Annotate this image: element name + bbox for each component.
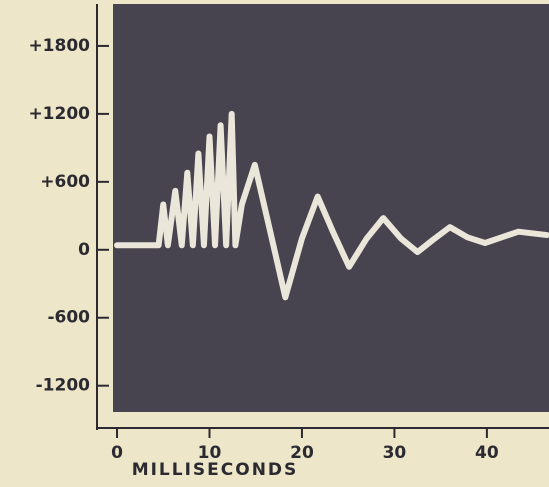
x-axis-label: MILLISECONDS bbox=[132, 460, 299, 480]
x-tick-label: 30 bbox=[383, 443, 407, 463]
trace bbox=[114, 110, 549, 301]
x-tick-label: 10 bbox=[198, 443, 222, 463]
y-tick-label: 0 bbox=[78, 240, 90, 260]
x-tick-label: 0 bbox=[111, 443, 123, 463]
y-tick-label: +1800 bbox=[28, 36, 90, 56]
y-tick-label: -600 bbox=[47, 308, 90, 328]
y-tick-label: +600 bbox=[40, 172, 90, 192]
x-tick-label: 20 bbox=[290, 443, 314, 463]
x-tick-label: 40 bbox=[475, 443, 499, 463]
y-tick-label: -1200 bbox=[36, 376, 91, 396]
y-tick-label: +1200 bbox=[28, 104, 90, 124]
